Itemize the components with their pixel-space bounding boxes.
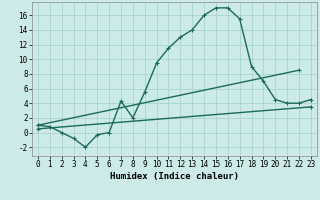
X-axis label: Humidex (Indice chaleur): Humidex (Indice chaleur) — [110, 172, 239, 181]
